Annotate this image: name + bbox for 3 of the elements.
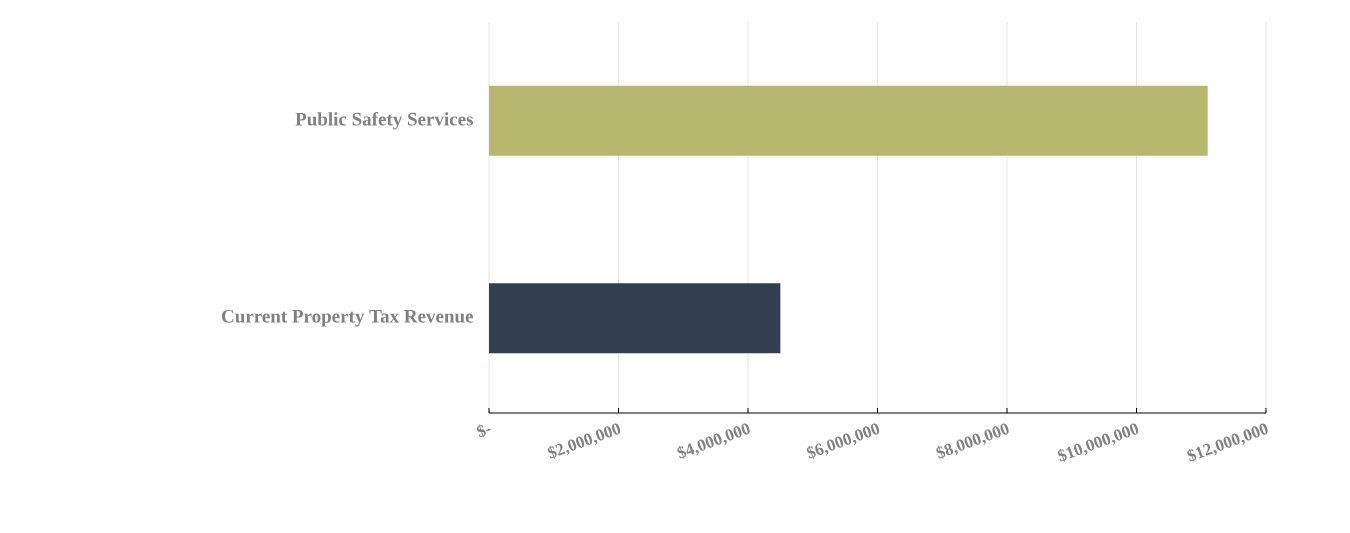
x-tick-label: $- bbox=[476, 424, 491, 438]
y-tick-label: Current Property Tax Revenue bbox=[221, 309, 473, 327]
y-tick-label: Public Safety Services bbox=[295, 112, 474, 130]
